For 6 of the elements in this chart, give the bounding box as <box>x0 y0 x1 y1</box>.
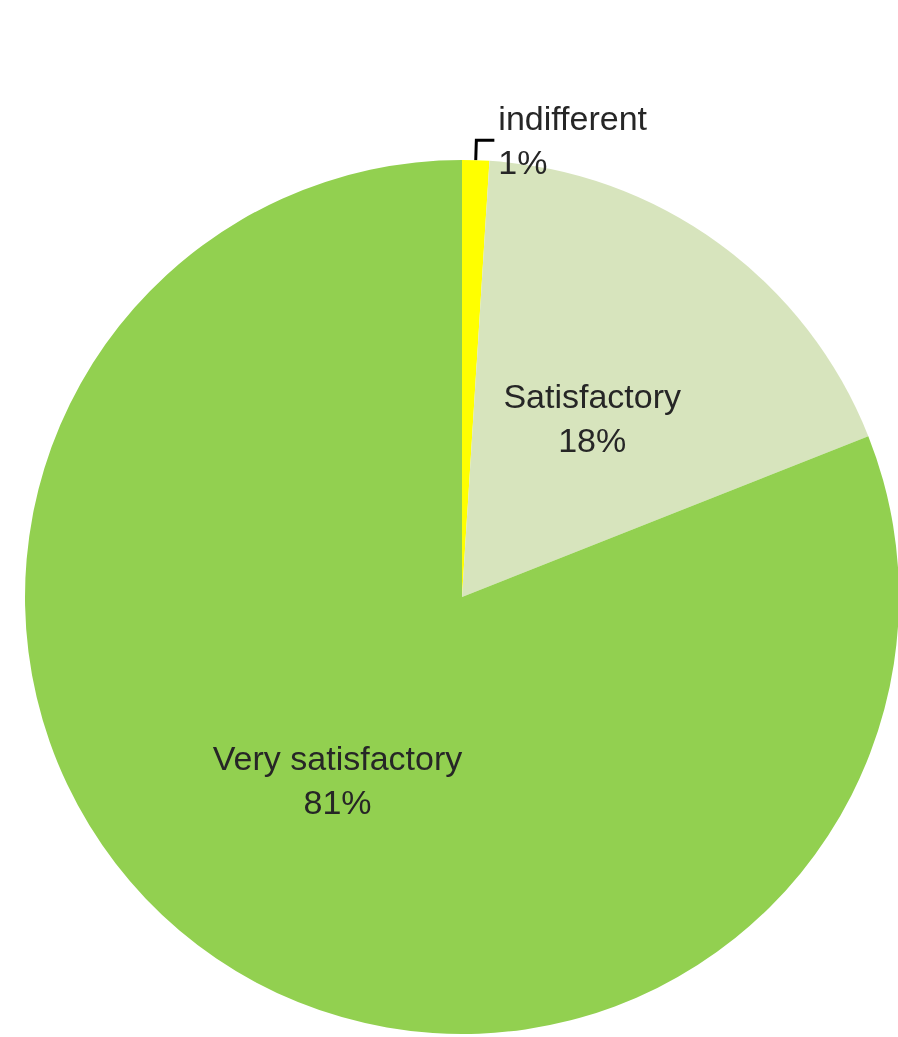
data-label: 1% <box>498 143 548 182</box>
slice-label: Very satisfactory <box>212 739 463 778</box>
slice-label: indifferent <box>498 99 648 138</box>
slice-label: Satisfactory <box>503 376 682 415</box>
data-label: 81% <box>303 783 372 822</box>
data-label: 18% <box>558 420 627 459</box>
